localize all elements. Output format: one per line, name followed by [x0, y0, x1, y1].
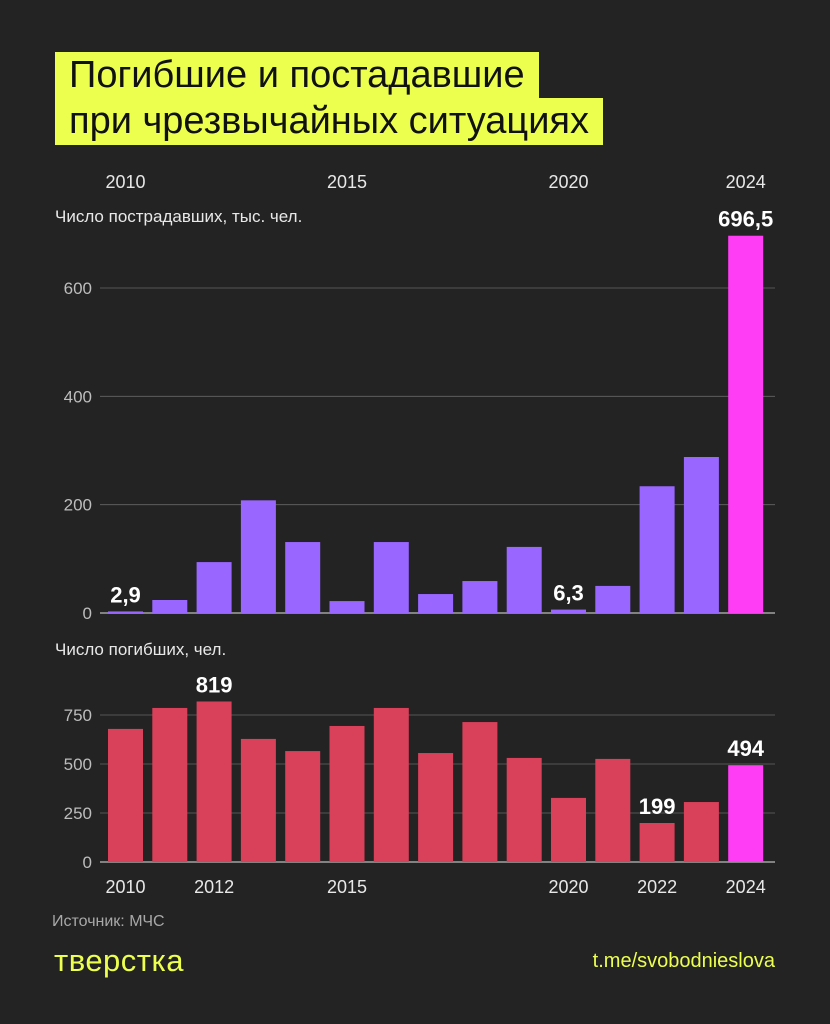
x-tick-label: 2012 [194, 877, 234, 897]
y-tick-label: 0 [83, 604, 92, 623]
y-tick-label: 500 [64, 755, 92, 774]
x-tick-label: 2020 [548, 877, 588, 897]
bar-2015 [329, 601, 365, 613]
x-tick-label: 2015 [327, 877, 367, 897]
bar-2014 [285, 751, 321, 862]
x-tick-label: 2010 [105, 877, 145, 897]
x-tick-label: 2010 [105, 172, 145, 192]
bar-2020 [551, 609, 586, 613]
bar-2010 [108, 611, 143, 613]
title-line-2: при чрезвычайных ситуациях [55, 98, 603, 145]
source-note: Источник: МЧС [52, 913, 165, 930]
bar-2018 [462, 581, 498, 613]
bar-2023 [683, 457, 719, 613]
bar-2015 [329, 725, 365, 862]
data-label: 494 [727, 736, 764, 761]
bar-2018 [462, 722, 498, 862]
bar-2024 [728, 765, 764, 862]
y-tick-label: 400 [64, 387, 92, 406]
bar-2013 [240, 500, 276, 613]
x-tick-label: 2015 [327, 172, 367, 192]
bar-2012 [196, 562, 232, 613]
bar-2010 [108, 728, 143, 862]
bar-2011 [152, 600, 188, 613]
y-tick-label: 200 [64, 496, 92, 515]
data-label: 6,3 [553, 581, 584, 606]
bar-2019 [506, 546, 542, 613]
y-tick-label: 600 [64, 279, 92, 298]
bar-2017 [418, 594, 454, 613]
data-label: 2,9 [110, 582, 141, 607]
bar-2012 [196, 701, 232, 862]
bar-2016 [373, 542, 409, 613]
x-tick-label: 2020 [548, 172, 588, 192]
bar-2016 [373, 707, 409, 862]
channel-link[interactable]: t.me/svobodnieslova [592, 950, 775, 972]
bar-2011 [152, 707, 188, 862]
x-tick-label: 2024 [726, 877, 766, 897]
y-tick-label: 0 [83, 853, 92, 872]
x-tick-label: 2022 [637, 877, 677, 897]
bar-2014 [285, 542, 321, 613]
title-line-1: Погибшие и постадавшие [55, 52, 539, 99]
bar-2022 [639, 822, 675, 862]
y-tick-label: 750 [64, 706, 92, 725]
logo: тверстка [54, 943, 184, 978]
data-label: 696,5 [718, 207, 773, 232]
bar-2021 [595, 585, 631, 613]
bar-2019 [506, 757, 542, 862]
bar-2023 [683, 802, 719, 862]
bar-2024 [728, 235, 764, 613]
bar-2017 [418, 753, 454, 862]
y-tick-label: 250 [64, 804, 92, 823]
y-axis-title: Число пострадавших, тыс. чел. [55, 207, 302, 226]
data-label: 819 [196, 672, 233, 697]
data-label: 199 [639, 794, 676, 819]
y-axis-title: Число погибших, чел. [55, 640, 226, 659]
bar-2022 [639, 486, 675, 613]
bar-2020 [551, 797, 586, 862]
bar-2021 [595, 758, 631, 862]
x-tick-label: 2024 [726, 172, 766, 192]
bar-2013 [240, 738, 276, 862]
